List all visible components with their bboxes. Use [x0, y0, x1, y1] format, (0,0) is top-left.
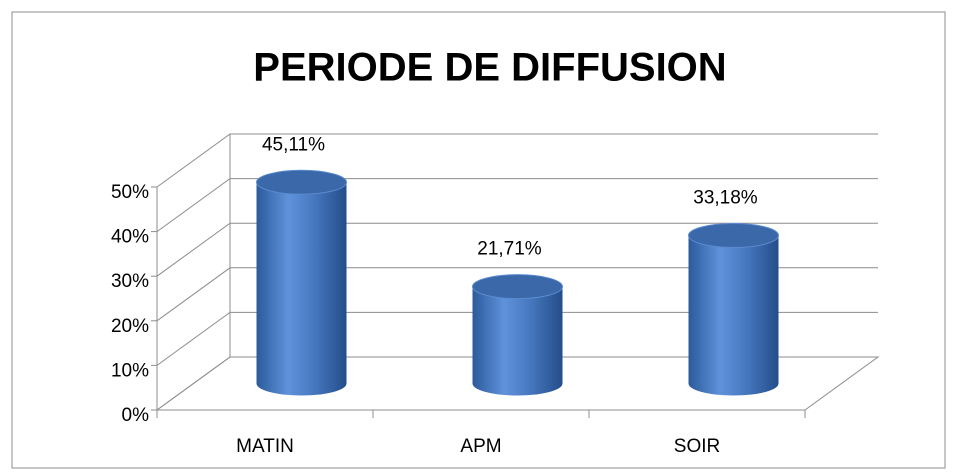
x-tick-label: MATIN [236, 436, 294, 457]
y-tick-label: 30% [111, 271, 149, 292]
cylinder-body [688, 235, 779, 396]
grid-line [156, 356, 878, 411]
grid-line [156, 178, 878, 233]
chart-border [11, 11, 946, 469]
cylinder-top [688, 223, 779, 249]
y-tick-label: 50% [111, 182, 149, 203]
value-label: 21,71% [477, 239, 542, 260]
cylinder-body [472, 286, 563, 396]
grid-line [156, 311, 878, 366]
x-tick-label: SOIR [674, 436, 720, 457]
grid-line [156, 267, 878, 322]
chart-title: PERIODE DE DIFFUSION [253, 46, 726, 90]
cylinder-body [256, 182, 347, 396]
value-label: 33,18% [693, 188, 758, 209]
grid-line [156, 133, 878, 188]
x-tick-label: APM [460, 436, 501, 457]
y-tick-label: 20% [111, 316, 149, 337]
y-tick-label: 0% [122, 405, 150, 426]
cylinder-top [256, 169, 347, 195]
y-tick-label: 10% [111, 360, 149, 381]
value-label: 45,11% [262, 134, 325, 155]
cylinder-top [472, 274, 563, 300]
y-tick-label: 40% [111, 227, 149, 248]
grid-line [156, 222, 878, 277]
